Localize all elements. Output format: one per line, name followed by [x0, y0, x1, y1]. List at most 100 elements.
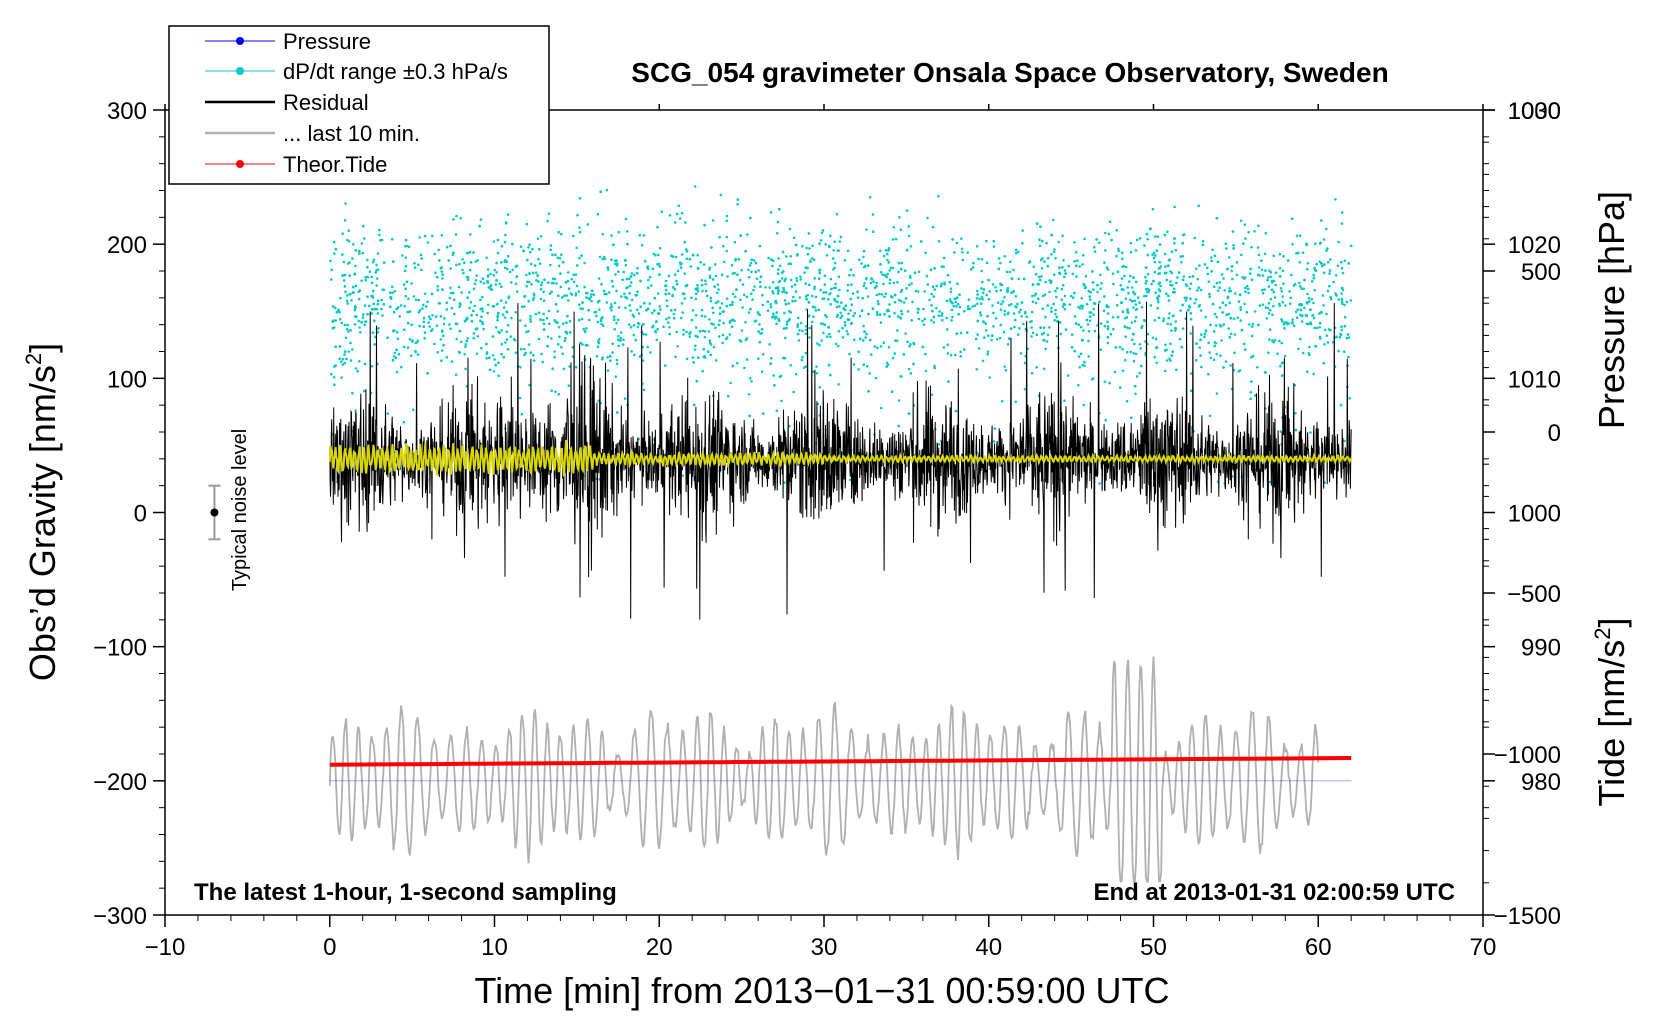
dpdt-point: [1056, 320, 1059, 323]
dpdt-point: [729, 381, 732, 385]
dpdt-point: [904, 297, 908, 300]
dpdt-point: [1204, 315, 1207, 319]
dpdt-point: [406, 321, 410, 325]
dpdt-point: [825, 254, 829, 257]
dpdt-point: [762, 412, 765, 415]
dpdt-point: [1092, 288, 1095, 291]
dpdt-point: [999, 289, 1003, 292]
dpdt-point: [1239, 308, 1242, 312]
dpdt-point: [416, 353, 420, 356]
dpdt-point: [703, 329, 707, 333]
dpdt-point: [866, 264, 870, 267]
dpdt-point: [780, 271, 784, 275]
dpdt-point: [375, 284, 378, 287]
dpdt-point: [746, 233, 749, 236]
dpdt-point: [788, 227, 792, 231]
dpdt-point: [772, 374, 775, 377]
dpdt-point: [1115, 293, 1119, 297]
dpdt-point: [933, 364, 936, 368]
dpdt-point: [549, 248, 552, 252]
dpdt-point: [960, 237, 963, 240]
dpdt-point: [836, 344, 840, 348]
dpdt-point: [845, 330, 849, 333]
dpdt-scatter-series: [329, 185, 1353, 486]
dpdt-point: [1343, 259, 1347, 263]
dpdt-point: [491, 304, 495, 308]
dpdt-point: [559, 272, 562, 275]
dpdt-point: [1146, 272, 1150, 276]
dpdt-point: [1091, 281, 1095, 284]
dpdt-point: [1119, 284, 1123, 287]
dpdt-point: [975, 297, 979, 300]
dpdt-point: [1130, 338, 1134, 342]
dpdt-point: [646, 345, 649, 349]
dpdt-point: [869, 338, 872, 342]
dpdt-point: [940, 314, 943, 318]
dpdt-point: [841, 336, 845, 339]
dpdt-point: [699, 260, 703, 264]
dpdt-point: [900, 309, 903, 313]
dpdt-point: [1340, 328, 1344, 332]
dpdt-point: [1267, 312, 1271, 315]
dpdt-point: [592, 293, 596, 297]
dpdt-point: [800, 358, 804, 362]
dpdt-point: [1210, 270, 1213, 273]
dpdt-point: [1229, 364, 1232, 367]
tide-tick-label: 500: [1521, 259, 1561, 286]
dpdt-point: [496, 238, 500, 242]
dpdt-point: [774, 315, 778, 318]
dpdt-point: [1336, 264, 1340, 268]
dpdt-point: [739, 340, 743, 343]
dpdt-point: [451, 291, 455, 295]
dpdt-point: [581, 343, 584, 346]
dpdt-point: [1096, 283, 1099, 287]
dpdt-point: [549, 244, 553, 247]
dpdt-point: [1170, 284, 1174, 287]
dpdt-point: [1267, 285, 1271, 288]
dpdt-point: [581, 307, 585, 311]
dpdt-point: [1266, 278, 1269, 282]
dpdt-point: [630, 298, 634, 302]
dpdt-point: [1278, 275, 1282, 278]
dpdt-point: [507, 295, 511, 298]
dpdt-point: [1100, 281, 1103, 285]
dpdt-point: [1340, 286, 1344, 290]
dpdt-point: [721, 310, 725, 314]
dpdt-point: [475, 352, 479, 356]
dpdt-point: [735, 288, 738, 291]
dpdt-point: [1034, 272, 1038, 276]
dpdt-point: [1099, 273, 1102, 277]
dpdt-point: [667, 316, 671, 319]
dpdt-point: [850, 303, 854, 307]
dpdt-point: [637, 312, 641, 315]
dpdt-point: [343, 323, 347, 327]
dpdt-point: [852, 363, 856, 366]
dpdt-point: [884, 292, 888, 296]
dpdt-point: [1313, 326, 1316, 330]
dpdt-point: [907, 412, 911, 415]
dpdt-point: [751, 298, 754, 301]
dpdt-point: [1109, 332, 1113, 336]
dpdt-point: [1046, 264, 1050, 268]
dpdt-point: [1009, 260, 1012, 264]
dpdt-point: [750, 270, 753, 274]
dpdt-point: [1189, 282, 1193, 286]
dpdt-point: [839, 316, 842, 320]
dpdt-point: [846, 332, 850, 336]
dpdt-point: [491, 335, 495, 338]
dpdt-point: [928, 298, 931, 302]
dpdt-point: [609, 355, 612, 358]
dpdt-point: [1154, 337, 1158, 341]
dpdt-point: [925, 274, 929, 278]
dpdt-point: [731, 318, 734, 322]
dpdt-point: [801, 329, 804, 333]
dpdt-point: [932, 295, 936, 298]
dpdt-point: [1306, 292, 1309, 296]
dpdt-point: [346, 302, 350, 305]
dpdt-point: [1313, 268, 1317, 272]
dpdt-point: [376, 299, 380, 303]
dpdt-point: [819, 288, 822, 292]
dpdt-point: [436, 351, 440, 354]
dpdt-point: [499, 285, 503, 289]
dpdt-point: [834, 282, 837, 286]
